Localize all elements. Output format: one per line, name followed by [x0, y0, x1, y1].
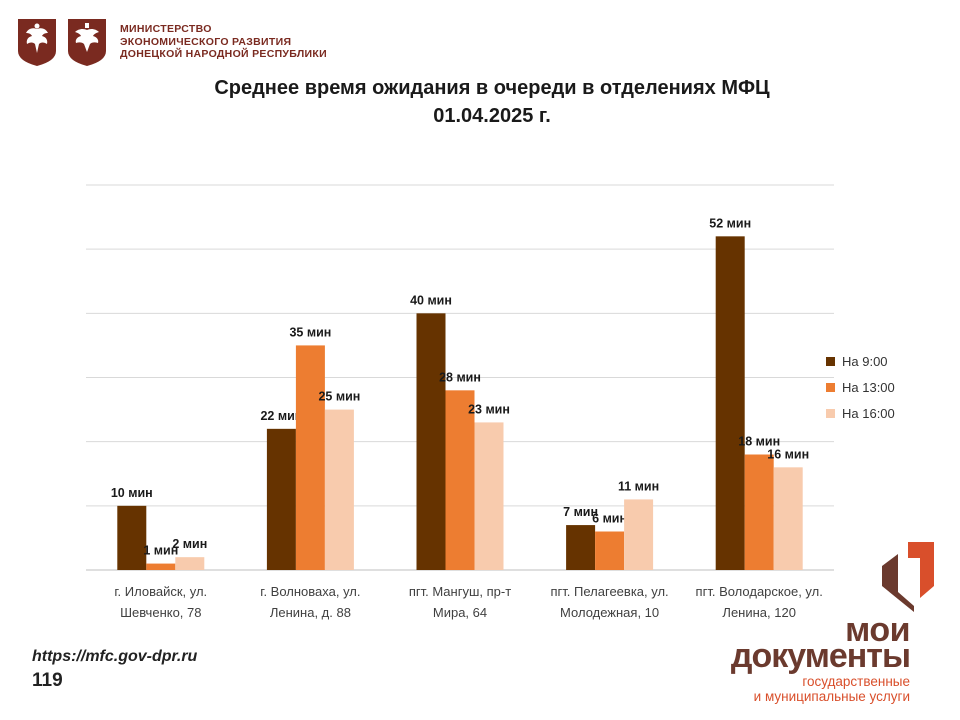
data-label: 1 мин: [143, 544, 178, 558]
bar: [416, 313, 446, 570]
data-label: 10 мин: [111, 486, 153, 500]
data-label: 2 мин: [172, 537, 207, 551]
data-label: 11 мин: [618, 479, 659, 493]
legend-label: На 13:00: [842, 379, 895, 395]
legend-item: На 13:00: [826, 374, 895, 400]
ministry-header: МИНИСТЕРСТВО ЭКОНОМИЧЕСКОГО РАЗВИТИЯ ДОН…: [16, 16, 327, 68]
category-label: Молодежная, 10: [560, 605, 659, 620]
brand-subtitle-line2: и муниципальные услуги: [753, 689, 910, 704]
data-label: 6 мин: [592, 512, 627, 526]
bar: [117, 505, 147, 570]
chart-legend: На 9:00 На 13:00 На 16:00: [826, 348, 895, 426]
ministry-name: МИНИСТЕРСТВО ЭКОНОМИЧЕСКОГО РАЗВИТИЯ ДОН…: [120, 23, 327, 61]
data-label: 52 мин: [709, 216, 751, 230]
site-url: https://mfc.gov-dpr.ru: [32, 648, 198, 665]
bar: [324, 409, 354, 570]
brand-name-line2: документы: [730, 637, 911, 675]
bar: [175, 557, 205, 570]
ministry-line: МИНИСТЕРСТВО: [120, 23, 212, 36]
category-label: г. Волноваха, ул.: [260, 584, 360, 599]
brand-subtitle-line1: государственные: [802, 674, 910, 689]
legend-swatch: [826, 408, 835, 418]
bar: [773, 467, 803, 570]
data-label: 7 мин: [563, 505, 598, 519]
data-label: 35 мин: [289, 325, 331, 339]
data-label: 23 мин: [468, 402, 510, 416]
mfc-logo-icon: [882, 542, 934, 612]
bar: [266, 428, 296, 570]
data-label: 18 мин: [738, 435, 780, 449]
chart-title-line: 01.04.2025 г.: [433, 105, 551, 127]
data-label: 22 мин: [260, 409, 302, 423]
bar: [295, 345, 325, 570]
bar: [445, 390, 475, 570]
bar: [146, 563, 176, 570]
ministry-line: ЭКОНОМИЧЕСКОГО РАЗВИТИЯ: [120, 35, 292, 48]
legend-swatch: [826, 382, 835, 392]
page-number: 119: [32, 670, 63, 691]
data-label: 28 мин: [439, 370, 481, 384]
bar: [744, 454, 774, 570]
bar: [474, 422, 504, 570]
legend-item: На 9:00: [826, 348, 895, 374]
russia-coat-of-arms-icon: [18, 19, 56, 66]
category-label: Ленина, д. 88: [270, 605, 351, 620]
data-label: 16 мин: [767, 447, 809, 461]
bar: [566, 525, 596, 570]
chart-title-line: Среднее время ожидания в очереди в отдел…: [214, 77, 770, 99]
chart-title: Среднее время ожидания в очереди в отдел…: [0, 74, 960, 130]
bar: [595, 531, 625, 570]
legend-swatch: [826, 356, 835, 366]
dpr-coat-of-arms-icon: [68, 19, 106, 66]
bar: [624, 499, 654, 570]
category-label: г. Иловайск, ул.: [114, 584, 207, 599]
category-label: Ленина, 120: [722, 605, 796, 620]
category-label: пгт. Мангуш, пр-т: [409, 584, 511, 599]
bar: [715, 236, 745, 571]
legend-label: На 9:00: [842, 353, 888, 369]
category-label: пгт. Володарское, ул.: [696, 584, 823, 599]
ministry-line: ДОНЕЦКОЙ НАРОДНОЙ РЕСПУБЛИКИ: [120, 48, 327, 61]
category-label: пгт. Пелагеевка, ул.: [551, 584, 669, 599]
legend-label: На 16:00: [842, 405, 895, 421]
data-label: 40 мин: [410, 293, 452, 307]
category-label: Шевченко, 78: [120, 605, 201, 620]
data-label: 25 мин: [318, 390, 360, 404]
legend-item: На 16:00: [826, 400, 895, 426]
category-label: Мира, 64: [433, 605, 487, 620]
brand-name-line1: мои: [845, 611, 910, 649]
